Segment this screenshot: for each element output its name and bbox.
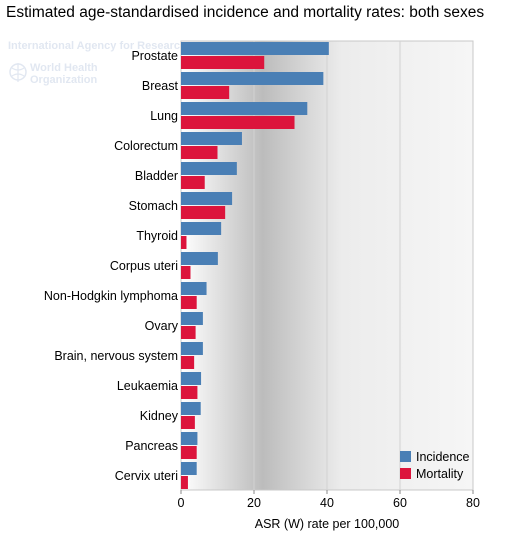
legend-label-incidence: Incidence — [416, 450, 470, 464]
bar-incidence-breast — [181, 72, 324, 85]
category-label-bladder: Bladder — [135, 169, 178, 183]
watermark-who-line2: Organization — [30, 74, 98, 86]
category-label-breast: Breast — [142, 79, 179, 93]
bar-mortality-bladder — [181, 176, 205, 189]
bar-incidence-stomach — [181, 192, 233, 205]
bar-mortality-lung — [181, 116, 295, 129]
x-tick-label-20: 20 — [247, 496, 261, 510]
legend-swatch-incidence — [400, 451, 411, 462]
bars — [181, 42, 329, 489]
bar-incidence-leukaemia — [181, 372, 202, 385]
bar-mortality-corpus-uteri — [181, 266, 191, 279]
category-label-corpus-uteri: Corpus uteri — [110, 259, 178, 273]
bar-incidence-cervix-uteri — [181, 462, 197, 475]
bar-incidence-bladder — [181, 162, 237, 175]
bar-mortality-stomach — [181, 206, 226, 219]
bar-mortality-non-hodgkin-lymphoma — [181, 296, 197, 309]
category-label-leukaemia: Leukaemia — [117, 379, 178, 393]
bar-mortality-prostate — [181, 56, 265, 69]
legend-label-mortality: Mortality — [416, 467, 464, 481]
bar-mortality-leukaemia — [181, 386, 198, 399]
bar-incidence-prostate — [181, 42, 329, 55]
bar-mortality-brain-nervous-system — [181, 356, 195, 369]
bar-incidence-brain-nervous-system — [181, 342, 203, 355]
bar-mortality-cervix-uteri — [181, 476, 188, 489]
bar-incidence-pancreas — [181, 432, 198, 445]
category-label-ovary: Ovary — [145, 319, 179, 333]
category-label-prostate: Prostate — [131, 49, 178, 63]
bar-mortality-breast — [181, 86, 230, 99]
category-label-colorectum: Colorectum — [114, 139, 178, 153]
x-tick-label-0: 0 — [178, 496, 185, 510]
who-emblem-icon — [9, 63, 27, 82]
bar-mortality-ovary — [181, 326, 196, 339]
bar-incidence-corpus-uteri — [181, 252, 218, 265]
bar-mortality-thyroid — [181, 236, 187, 249]
bar-incidence-non-hodgkin-lymphoma — [181, 282, 207, 295]
bar-incidence-kidney — [181, 402, 201, 415]
bar-incidence-ovary — [181, 312, 203, 325]
bar-mortality-colorectum — [181, 146, 218, 159]
category-label-non-hodgkin-lymphoma: Non-Hodgkin lymphoma — [44, 289, 178, 303]
bar-incidence-lung — [181, 102, 308, 115]
bar-mortality-kidney — [181, 416, 195, 429]
watermark-who-line1: World Health — [30, 62, 98, 74]
legend-swatch-mortality — [400, 468, 411, 479]
x-axis: 0 20 40 60 80 — [178, 490, 480, 510]
category-label-pancreas: Pancreas — [125, 439, 178, 453]
grid-lines — [253, 41, 401, 490]
category-labels: Prostate Breast Lung Colorectum Bladder Stoma… — [44, 49, 179, 483]
x-axis-label: ASR (W) rate per 100,000 — [255, 517, 400, 531]
bar-incidence-thyroid — [181, 222, 222, 235]
bar-incidence-colorectum — [181, 132, 242, 145]
category-label-brain-nervous-system: Brain, nervous system — [54, 349, 178, 363]
x-tick-label-40: 40 — [320, 496, 334, 510]
category-label-cervix-uteri: Cervix uteri — [115, 469, 178, 483]
category-label-thyroid: Thyroid — [136, 229, 178, 243]
bar-mortality-pancreas — [181, 446, 197, 459]
category-label-lung: Lung — [150, 109, 178, 123]
x-tick-label-60: 60 — [393, 496, 407, 510]
chart-title: Estimated age-standardised incidence and… — [6, 4, 485, 21]
category-label-stomach: Stomach — [129, 199, 178, 213]
legend: Incidence Mortality — [400, 450, 470, 481]
category-label-kidney: Kidney — [140, 409, 179, 423]
x-tick-label-80: 80 — [466, 496, 480, 510]
